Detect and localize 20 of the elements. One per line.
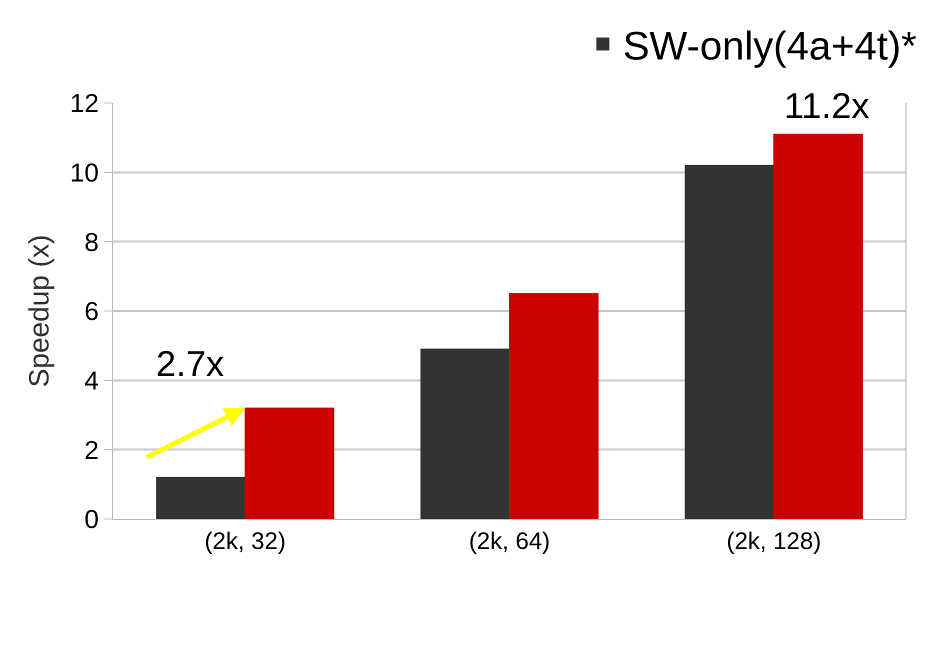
bar: [684, 164, 774, 519]
bar: [773, 134, 863, 519]
y-tick-label: 8: [84, 226, 99, 257]
bar: [509, 293, 599, 519]
legend-label: SW-only(4a+4t)*: [622, 24, 917, 69]
bar: [156, 476, 246, 519]
annotation: 2.7x: [156, 343, 224, 384]
x-tick-label: (2k, 128): [726, 528, 822, 555]
y-tick-label: 0: [84, 504, 99, 534]
bar: [420, 348, 510, 519]
x-tick-label: (2k, 32): [204, 528, 286, 555]
bar: [244, 408, 334, 519]
y-tick-label: 12: [70, 88, 99, 118]
x-tick-label: (2k, 64): [468, 528, 550, 555]
y-tick-label: 2: [84, 434, 99, 465]
y-tick-label: 4: [84, 365, 99, 396]
annotation: 11.2x: [784, 85, 870, 126]
y-tick-label: 6: [84, 296, 99, 326]
y-axis-title: Speedup (x): [24, 234, 55, 388]
y-tick-label: 10: [70, 157, 99, 188]
